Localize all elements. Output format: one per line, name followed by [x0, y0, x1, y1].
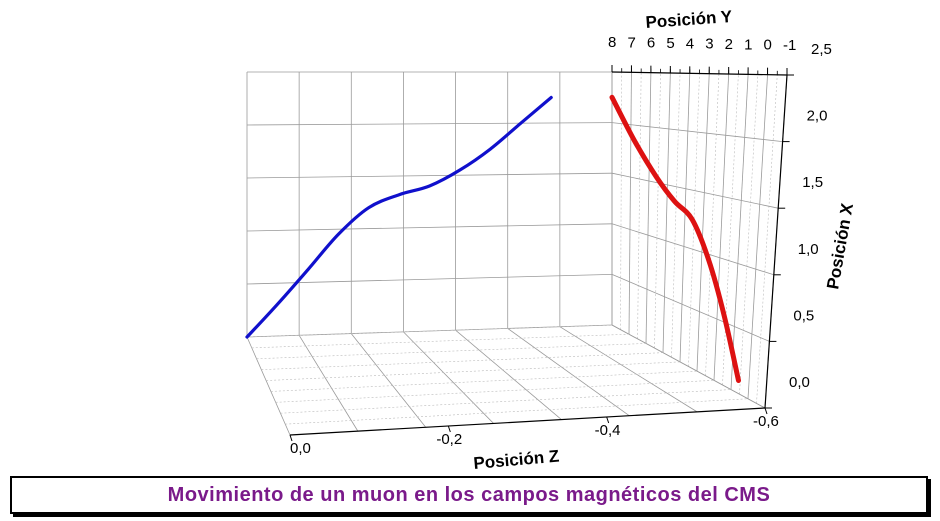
side-grid-vline	[620, 72, 623, 330]
side-grid-vline	[696, 73, 710, 372]
side-grid-vline	[679, 73, 691, 362]
side-grid-vline	[747, 74, 768, 399]
z-axis-tick	[764, 407, 768, 415]
z-tick-label: 0,0	[290, 440, 311, 457]
z-axis-line	[289, 407, 766, 436]
side-grid-hline	[611, 122, 783, 142]
y-tick-label: 0	[764, 37, 772, 54]
caption-text: Movimiento de un muon en los campos magn…	[167, 483, 771, 506]
floor-grid-line	[275, 380, 715, 403]
z-axis-tick	[606, 416, 610, 424]
axis-ticks	[289, 65, 794, 442]
side-grid-vline	[637, 72, 642, 339]
floor-grid-line	[280, 389, 732, 414]
floor-grid-line	[266, 361, 681, 381]
side-grid-vline	[713, 73, 730, 381]
side-grid-vline	[671, 73, 681, 358]
side-grid-vline	[739, 74, 759, 395]
floor-grid-line	[270, 370, 698, 392]
side-grid-vline	[730, 74, 749, 390]
side-grid-hline	[611, 274, 770, 342]
floor-grid-line	[611, 324, 766, 409]
back-grid-hline	[246, 324, 613, 338]
floor-grid-line	[455, 329, 562, 420]
side-grid-vline	[628, 72, 632, 335]
y-tick-label: 6	[647, 35, 655, 52]
y-tick-label: 5	[666, 35, 674, 52]
y-tick-label: 1	[744, 36, 752, 53]
back-grid-hline	[246, 274, 613, 285]
caption-box: Movimiento de un muon en los campos magn…	[10, 476, 928, 514]
floor-grid-line	[261, 352, 664, 370]
y-tick-label: 3	[705, 36, 713, 53]
side-grid-vline	[662, 72, 671, 353]
floor-grid-line	[559, 326, 698, 413]
y-tick-label: -1	[783, 37, 796, 54]
z-axis-tick	[447, 425, 451, 433]
x-tick-label: 0,5	[793, 307, 814, 324]
floor-grid	[246, 324, 766, 436]
side-grid-vline	[654, 72, 661, 349]
y-tick-label: 8	[608, 34, 616, 51]
y-tick-label: 4	[686, 35, 694, 52]
y-tick-label: 7	[627, 34, 635, 51]
z-tick-label: -0,2	[436, 431, 462, 448]
z-axis-title: Posición Z	[473, 447, 560, 470]
x-tick-label: 2,5	[811, 41, 832, 58]
series-line-xz	[245, 95, 553, 339]
floor-grid-line	[507, 328, 630, 417]
floor-grid-line	[246, 336, 291, 436]
side-grid-vline	[645, 72, 652, 344]
x-tick-label: 1,5	[802, 174, 823, 191]
x-tick-label: 0,0	[789, 374, 810, 391]
side-grid-hline	[611, 223, 774, 276]
x-axis-title: Posición X	[823, 201, 857, 291]
tick-labels: 8 7 6 5 4 3 2 1 0 -1 0,0 0,5 1,0 1,5 2,0 2,5 0,0 -0,2 -0,4…	[290, 34, 832, 457]
side-grid-vline	[688, 73, 700, 367]
floor-grid-line	[285, 398, 749, 425]
chart-3d: 8 7 6 5 4 3 2 1 0 -1 0,0 0,5 1,0 1,5 2,0 2,5 0,0 -0,2 -0,4…	[245, 7, 857, 470]
z-axis-tick	[289, 434, 293, 442]
x-axis-line	[764, 74, 788, 409]
floor-grid-line	[246, 324, 613, 338]
floor-grid-line	[403, 331, 494, 424]
y-tick-label: 2	[725, 36, 733, 53]
back-wall-grid	[246, 71, 613, 338]
back-grid-hline	[246, 122, 613, 126]
series-lines	[245, 94, 741, 383]
back-grid-hline	[246, 172, 613, 179]
side-grid-hline	[611, 172, 779, 209]
z-tick-label: -0,4	[595, 422, 621, 439]
floor-grid-line	[350, 333, 427, 428]
side-grid-vline	[756, 74, 778, 404]
floor-grid-line	[256, 343, 647, 360]
z-tick-label: -0,6	[753, 413, 779, 430]
series-line-xy	[609, 94, 741, 383]
back-grid-hline	[246, 223, 613, 232]
x-tick-label: 2,0	[807, 108, 828, 125]
x-tick-label: 1,0	[798, 241, 819, 258]
y-axis-title: Posición Y	[645, 7, 733, 32]
floor-grid-line	[251, 333, 630, 349]
floor-grid-line	[298, 335, 359, 432]
